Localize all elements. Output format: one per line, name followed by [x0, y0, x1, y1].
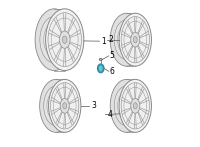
Ellipse shape [48, 13, 81, 67]
Ellipse shape [40, 17, 69, 63]
Ellipse shape [98, 64, 104, 73]
Ellipse shape [35, 9, 73, 71]
Ellipse shape [53, 87, 76, 124]
Ellipse shape [121, 83, 149, 129]
Ellipse shape [121, 17, 149, 63]
Ellipse shape [51, 18, 78, 61]
Ellipse shape [62, 36, 67, 43]
Ellipse shape [49, 79, 81, 132]
Ellipse shape [114, 86, 139, 126]
Ellipse shape [44, 23, 65, 57]
Ellipse shape [99, 58, 102, 61]
Ellipse shape [110, 13, 143, 66]
Text: 6: 6 [109, 67, 114, 76]
Ellipse shape [114, 20, 139, 60]
Ellipse shape [99, 67, 101, 69]
Ellipse shape [60, 98, 69, 113]
Ellipse shape [131, 98, 140, 113]
Ellipse shape [131, 32, 140, 47]
Ellipse shape [124, 21, 147, 58]
Text: 4: 4 [107, 110, 112, 119]
Text: 3: 3 [91, 101, 96, 110]
Text: 1: 1 [101, 37, 106, 46]
Ellipse shape [133, 36, 137, 43]
Ellipse shape [63, 103, 67, 109]
Ellipse shape [47, 91, 65, 120]
Ellipse shape [51, 83, 79, 129]
Ellipse shape [46, 9, 84, 71]
Text: 2: 2 [109, 35, 114, 44]
Ellipse shape [133, 103, 137, 109]
Ellipse shape [117, 25, 135, 54]
Ellipse shape [59, 31, 70, 48]
Ellipse shape [124, 87, 147, 124]
Ellipse shape [44, 86, 68, 126]
Ellipse shape [40, 79, 72, 132]
Ellipse shape [110, 79, 143, 132]
Ellipse shape [119, 13, 151, 66]
Ellipse shape [119, 79, 151, 132]
Ellipse shape [117, 91, 135, 120]
Text: 5: 5 [109, 51, 114, 60]
